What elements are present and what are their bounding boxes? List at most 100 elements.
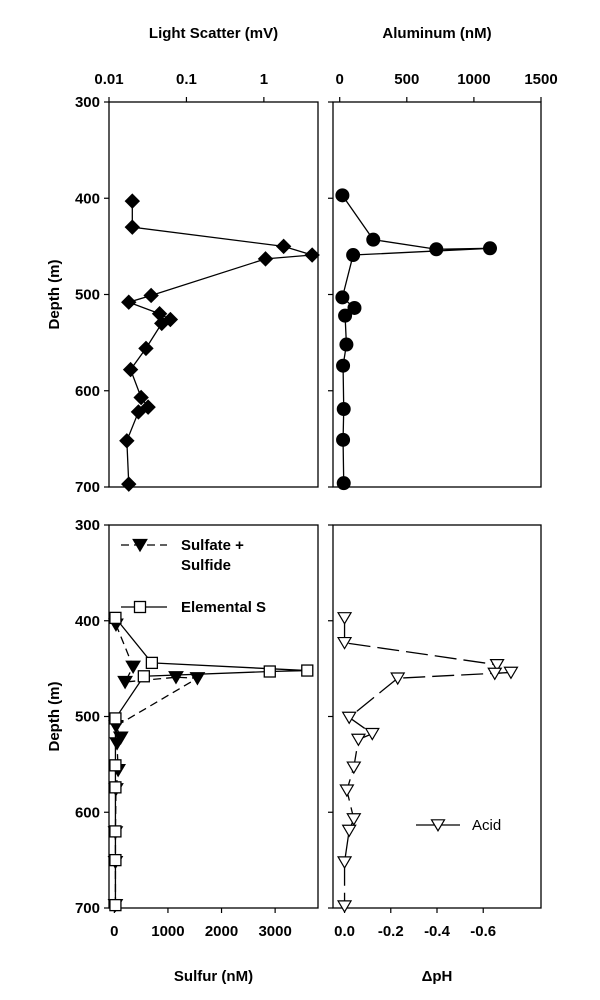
legend: Sulfate + Sulfide Elemental S bbox=[121, 537, 266, 616]
data-point bbox=[109, 898, 122, 912]
panel-bottom-right: 0.0 -0.2 -0.4 -0.6 ΔpH Acid bbox=[328, 524, 542, 985]
data-point bbox=[109, 737, 125, 751]
data-point bbox=[263, 665, 276, 678]
y-tick-label: 500 bbox=[75, 287, 100, 304]
y-axis-label: Depth (m) bbox=[46, 260, 63, 330]
panel-top-left: 300 400 500 600 700 0.01 0.1 1 Light Scatter (mV… bbox=[46, 25, 320, 496]
series-line bbox=[114, 617, 308, 906]
series-acid bbox=[337, 612, 519, 914]
x-tick-label: 0.0 bbox=[334, 923, 355, 940]
data-point bbox=[341, 824, 357, 838]
data-point bbox=[347, 300, 362, 315]
data-point bbox=[121, 476, 137, 492]
data-point bbox=[336, 402, 351, 417]
y-tick-label: 500 bbox=[75, 709, 100, 726]
data-point bbox=[483, 241, 498, 256]
data-point bbox=[335, 290, 350, 305]
data-point bbox=[145, 656, 159, 670]
plot-frame bbox=[108, 524, 319, 909]
legend-label: Sulfate + bbox=[181, 537, 244, 554]
legend-label: Elemental S bbox=[181, 599, 266, 616]
x-tick-label: -0.2 bbox=[378, 923, 404, 940]
y-tick-label: 700 bbox=[75, 900, 100, 917]
legend: Acid bbox=[416, 817, 501, 834]
data-point bbox=[337, 856, 353, 870]
data-point bbox=[109, 825, 122, 838]
x-tick-label: 1000 bbox=[151, 923, 184, 940]
legend-marker bbox=[430, 819, 446, 833]
y-tick-label: 600 bbox=[75, 383, 100, 400]
series-top-left bbox=[119, 193, 320, 492]
x-tick-label: -0.6 bbox=[470, 923, 496, 940]
data-point bbox=[341, 711, 357, 725]
data-point bbox=[125, 660, 141, 674]
y-tick-label: 600 bbox=[75, 804, 100, 821]
x-tick-label: 1000 bbox=[457, 71, 490, 88]
chart-title: Aluminum (nM) bbox=[382, 25, 491, 42]
data-point bbox=[137, 670, 150, 683]
series-line bbox=[343, 617, 511, 907]
data-point bbox=[121, 294, 137, 310]
data-point bbox=[346, 761, 362, 775]
series-elemental-s bbox=[109, 611, 314, 912]
data-point bbox=[304, 247, 320, 263]
plot-frame bbox=[332, 101, 542, 488]
y-tick-label: 700 bbox=[75, 479, 100, 496]
data-point bbox=[335, 188, 350, 203]
data-point bbox=[109, 759, 122, 772]
plot-frame bbox=[108, 101, 319, 488]
data-point bbox=[109, 781, 122, 794]
data-point bbox=[364, 727, 380, 741]
data-point bbox=[109, 712, 122, 725]
x-tick-label: 500 bbox=[394, 71, 419, 88]
x-tick-label: 2000 bbox=[205, 923, 238, 940]
data-point bbox=[429, 242, 444, 257]
x-tick-label: 0 bbox=[110, 923, 118, 940]
data-point bbox=[390, 672, 406, 686]
data-point bbox=[337, 900, 353, 914]
data-point bbox=[275, 238, 292, 255]
y-tick-label: 300 bbox=[75, 517, 100, 534]
series-line bbox=[341, 194, 491, 484]
x-tick-label: 3000 bbox=[258, 923, 291, 940]
data-point bbox=[350, 733, 366, 747]
panel-bottom-left: 300 400 500 600 700 0 1000 2000 3000 Sulfur (nM) D… bbox=[46, 517, 319, 985]
legend-label: Acid bbox=[472, 817, 501, 834]
data-point bbox=[336, 358, 351, 373]
series-top-right bbox=[335, 188, 498, 491]
data-point bbox=[124, 193, 141, 209]
data-point bbox=[109, 853, 122, 867]
chart-title: Light Scatter (mV) bbox=[149, 25, 278, 42]
data-point bbox=[489, 658, 505, 672]
legend-marker bbox=[133, 600, 147, 614]
data-point bbox=[487, 667, 503, 681]
legend-marker bbox=[132, 538, 148, 553]
data-point bbox=[339, 784, 355, 798]
panel-top-right: 0 500 1000 1500 Aluminum (nM) bbox=[328, 25, 558, 491]
data-point bbox=[109, 611, 122, 625]
data-point bbox=[503, 666, 519, 680]
data-point bbox=[133, 389, 149, 406]
data-point bbox=[338, 308, 353, 323]
data-point bbox=[154, 315, 170, 332]
data-point bbox=[119, 433, 135, 449]
plot-frame bbox=[332, 524, 542, 909]
data-point bbox=[337, 612, 353, 625]
data-point bbox=[346, 813, 362, 826]
x-tick-label: 0.01 bbox=[94, 71, 123, 88]
x-tick-label: 1 bbox=[260, 71, 268, 88]
data-point bbox=[339, 337, 354, 352]
y-axis-label: Depth (m) bbox=[46, 682, 63, 752]
data-point bbox=[336, 476, 351, 491]
y-tick-label: 300 bbox=[75, 94, 100, 111]
x-tick-label: -0.4 bbox=[424, 923, 451, 940]
x-axis-label: ΔpH bbox=[422, 968, 453, 985]
data-point bbox=[301, 664, 314, 677]
y-tick-label: 400 bbox=[75, 190, 100, 207]
data-point bbox=[257, 251, 274, 267]
x-axis-label: Sulfur (nM) bbox=[174, 968, 253, 985]
data-point bbox=[130, 404, 147, 420]
data-point bbox=[366, 232, 381, 247]
data-point bbox=[122, 361, 139, 378]
